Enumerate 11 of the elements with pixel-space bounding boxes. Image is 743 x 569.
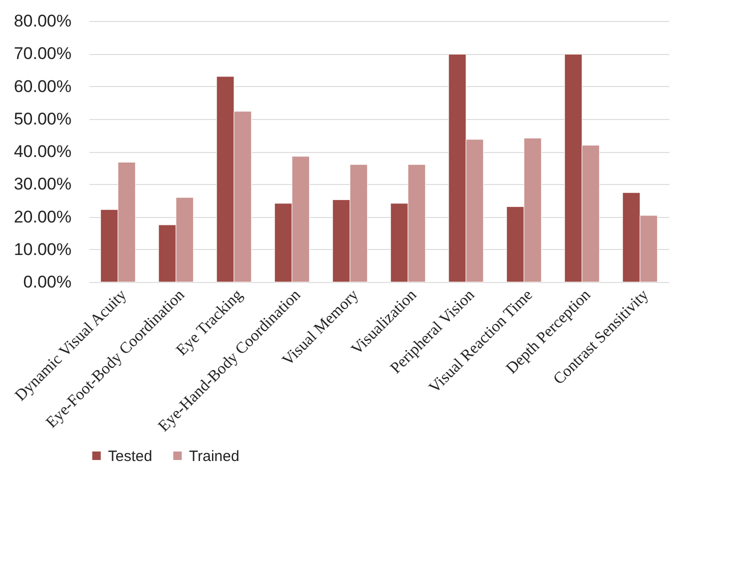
y-tick-label: 50.00% bbox=[14, 109, 72, 128]
y-tick-label: 40.00% bbox=[14, 142, 72, 161]
y-tick-label: 70.00% bbox=[14, 44, 72, 64]
legend-label: Tested bbox=[108, 448, 152, 465]
y-tick-label: 0.00% bbox=[23, 272, 72, 292]
y-tick-label: 30.00% bbox=[14, 174, 72, 194]
y-tick-label: 20.00% bbox=[14, 207, 72, 226]
legend-label: Trained bbox=[189, 448, 240, 465]
y-tick-label: 60.00% bbox=[14, 76, 72, 96]
y-tick-label: 80.00% bbox=[14, 12, 72, 30]
y-tick-label: 10.00% bbox=[14, 240, 72, 259]
